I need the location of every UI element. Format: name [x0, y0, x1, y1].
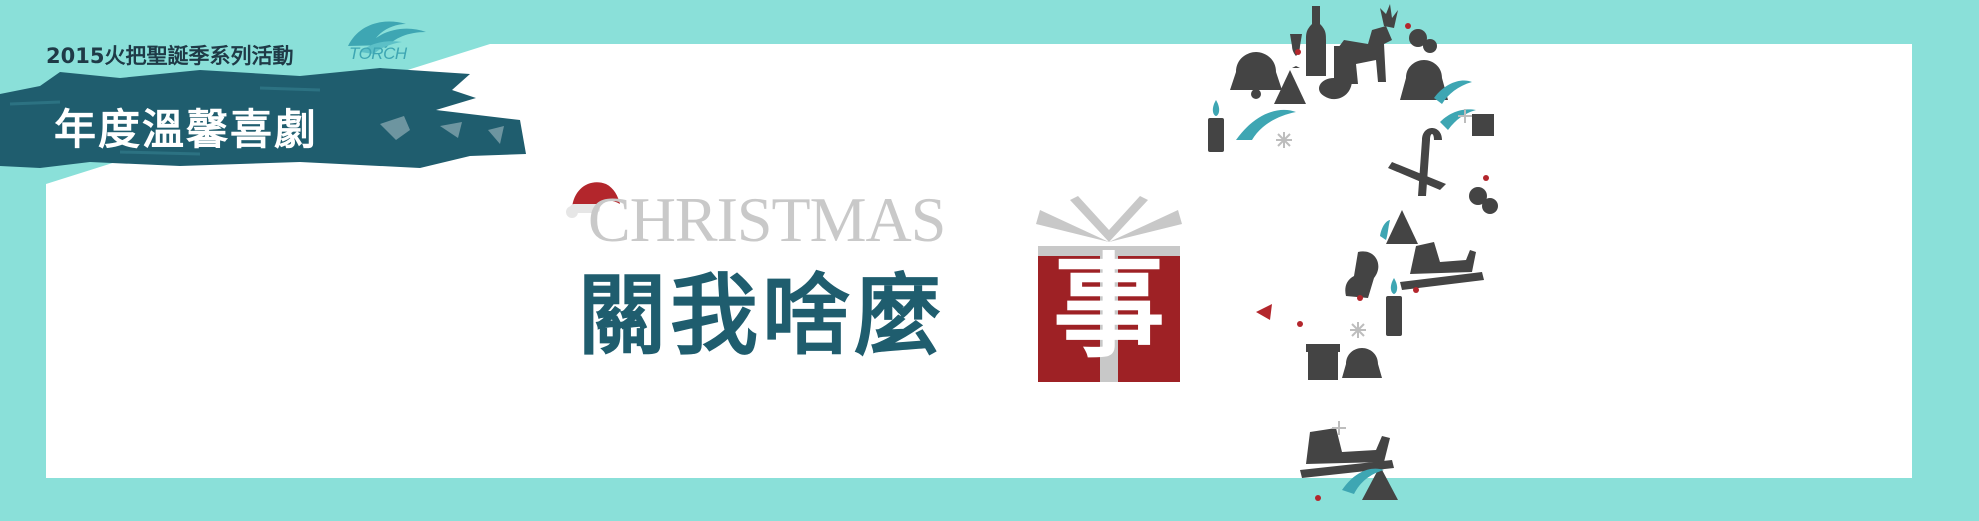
present-icon [1472, 114, 1494, 136]
headline: 關我啥麼 [578, 264, 947, 367]
torch-flame-logo-icon [348, 21, 426, 54]
holly-icon [1469, 187, 1487, 205]
gift-character: 事 [1053, 243, 1165, 373]
stocking-icon [1319, 46, 1352, 100]
christmas-tree-icon [1274, 70, 1306, 104]
gift-box-icon [1036, 196, 1182, 382]
series-title: 2015火把聖誕季系列活動 [46, 44, 294, 68]
question-mark-icon [1208, 4, 1498, 501]
brush-stroke [0, 68, 526, 168]
bell-icon [1230, 52, 1282, 90]
music-note-icon [1405, 23, 1411, 29]
snowflake-icon [1276, 109, 1472, 435]
wine-bottle-icon [1306, 6, 1326, 76]
candle-icon [1208, 118, 1224, 152]
santa-hat-icon [566, 182, 620, 218]
torch-logo-text: TORCH [349, 44, 407, 63]
present-icon [1308, 350, 1338, 380]
category-label: 年度溫馨喜劇 [54, 105, 319, 154]
christmas-word: CHRISTMAS [588, 184, 946, 255]
sleigh-icon [1410, 242, 1476, 274]
